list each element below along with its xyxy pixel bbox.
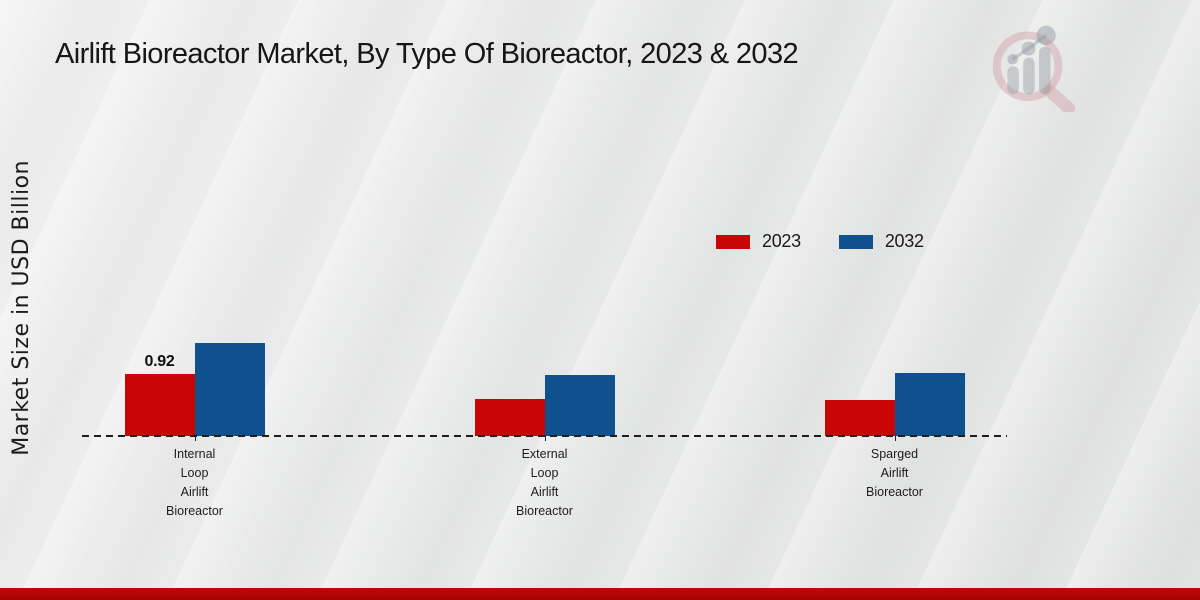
bar-2023-group-3 <box>824 400 895 436</box>
legend-item-2023: 2023 <box>716 231 801 252</box>
footer-red-bar <box>0 588 1200 600</box>
legend-swatch-2032 <box>838 234 873 249</box>
legend-label-2032: 2032 <box>884 231 924 251</box>
x-tick-2 <box>544 436 546 441</box>
bar-2032-group-3 <box>894 373 965 436</box>
bar-2032-group-2 <box>544 375 615 436</box>
bar-group-3 <box>824 300 965 436</box>
y-axis-label: Market Size in USD Billion <box>8 159 34 456</box>
legend-item-2032: 2032 <box>838 231 924 252</box>
y-axis-label-container: Market Size in USD Billion <box>4 140 38 475</box>
legend: 2023 2032 <box>716 231 924 252</box>
x-category-label-3: Sparged Airlift Bioreactor <box>866 447 923 499</box>
x-category-label-2: External Loop Airlift Bioreactor <box>516 447 573 518</box>
bar-group-1 <box>124 300 265 436</box>
plot-area: Internal Loop Airlift Bioreactor External Loo… <box>82 300 1007 518</box>
bar-2023-group-1 <box>124 374 195 436</box>
x-tick-3 <box>894 436 896 441</box>
x-tick-1 <box>194 436 196 441</box>
bar-2032-group-1 <box>194 343 265 436</box>
chart-title: Airlift Bioreactor Market, By Type Of Bi… <box>55 38 799 70</box>
bar-value-label: 0.92 <box>144 353 175 370</box>
market-research-growth-chart-logo-icon <box>992 25 1076 112</box>
bar-group-2 <box>474 300 615 436</box>
bar-2023-group-2 <box>474 399 545 436</box>
legend-swatch-2023 <box>716 234 750 249</box>
legend-label-2023: 2023 <box>762 231 801 251</box>
x-category-label-1: Internal Loop Airlift Bioreactor <box>166 447 223 518</box>
